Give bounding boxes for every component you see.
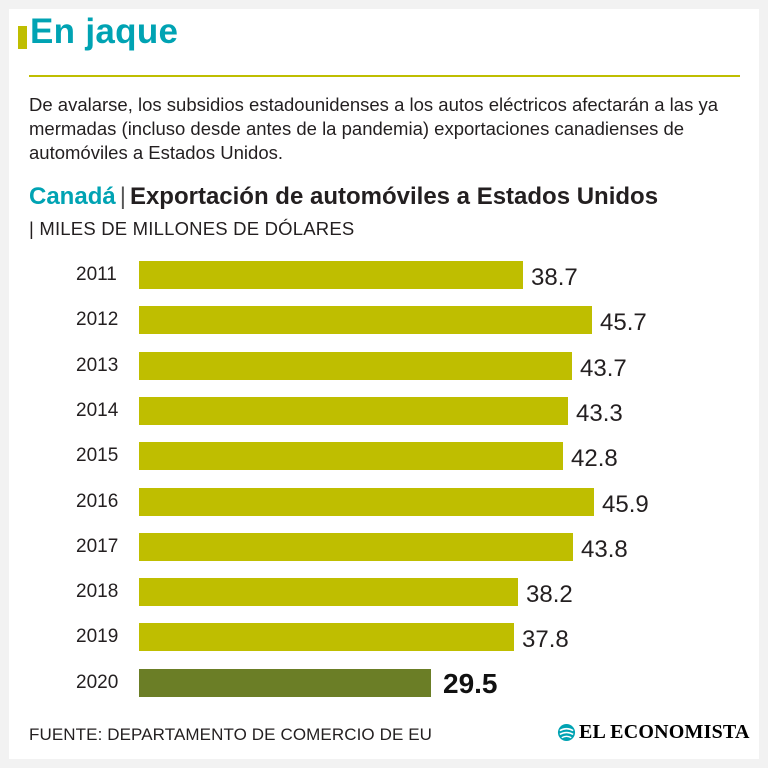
year-label: 2017 <box>76 536 119 557</box>
bar <box>139 488 594 516</box>
year-label: 2011 <box>76 264 117 285</box>
data-label: 43.3 <box>576 400 623 427</box>
year-label: 2014 <box>76 400 119 421</box>
year-label: 2012 <box>76 309 119 330</box>
data-label: 29.5 <box>443 668 498 699</box>
title-accent-mark <box>18 26 27 49</box>
bar <box>139 578 518 606</box>
data-label: 43.8 <box>581 536 628 563</box>
logo-text: EL ECONOMISTA <box>579 721 750 743</box>
bar <box>139 669 431 697</box>
chart-units: | MILES DE MILLONES DE DÓLARES <box>29 218 355 239</box>
data-label: 37.8 <box>522 626 569 653</box>
data-label: 42.8 <box>571 445 618 472</box>
page-subtitle: De avalarse, los subsidios estadounidens… <box>29 94 718 163</box>
bar <box>139 306 592 334</box>
year-label: 2016 <box>76 491 119 512</box>
year-label: 2013 <box>76 355 119 376</box>
year-label: 2018 <box>76 581 119 602</box>
chart-heading: Canadá | Exportación de automóviles a Esta… <box>29 183 658 211</box>
bar <box>139 533 573 561</box>
data-label: 43.7 <box>580 355 627 382</box>
bar <box>139 442 563 470</box>
heading-separator: | <box>119 183 126 210</box>
year-label: 2015 <box>76 445 119 466</box>
el-economista-globe-icon <box>557 723 576 742</box>
data-label: 38.7 <box>531 264 578 291</box>
bar <box>139 623 514 651</box>
bar <box>139 261 523 289</box>
bar <box>139 397 568 425</box>
chart-country: Canadá <box>29 183 116 210</box>
data-label: 45.7 <box>600 309 647 336</box>
bar <box>139 352 572 380</box>
data-label: 45.9 <box>602 491 649 518</box>
chart-title: Exportación de automóviles a Estados Uni… <box>129 183 659 210</box>
title-divider <box>29 75 740 77</box>
data-label: 38.2 <box>526 581 573 608</box>
year-label: 2020 <box>76 672 119 693</box>
el-economista-logo: EL ECONOMISTA <box>557 721 750 744</box>
year-label: 2019 <box>76 626 119 647</box>
page-title: En jaque <box>30 12 179 51</box>
source-note: FUENTE: DEPARTAMENTO DE COMERCIO DE EU <box>29 725 433 744</box>
